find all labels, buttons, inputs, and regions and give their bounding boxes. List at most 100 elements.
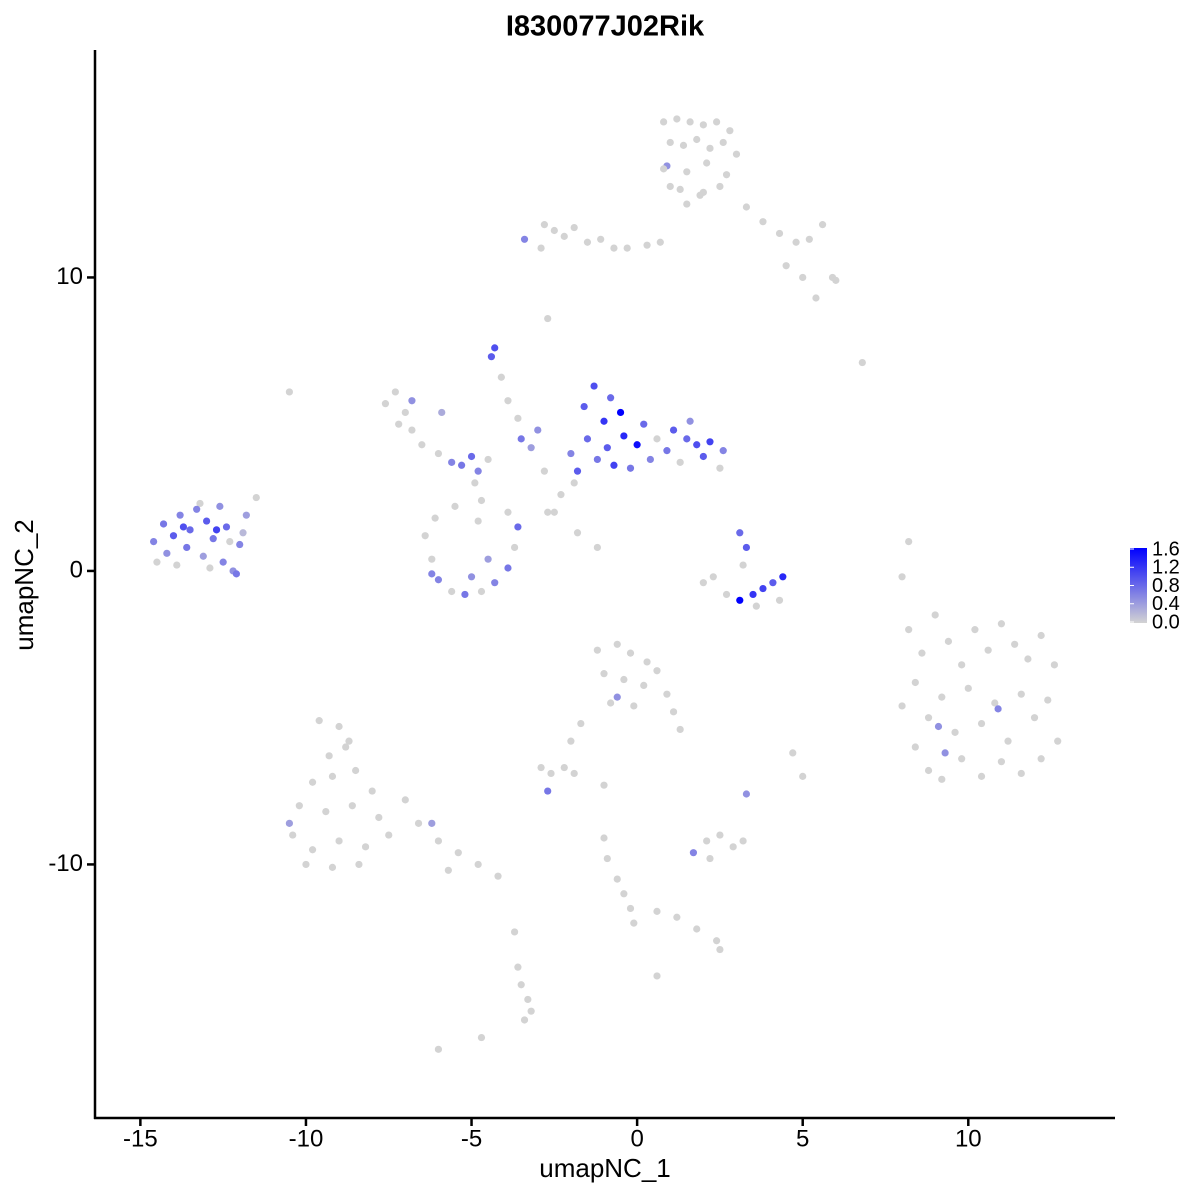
point [242, 511, 250, 519]
point [898, 573, 906, 581]
point [570, 223, 578, 232]
point [812, 294, 820, 302]
point [504, 397, 512, 405]
point [610, 244, 618, 252]
point [527, 444, 535, 452]
point [232, 570, 241, 578]
point [716, 831, 724, 839]
point [613, 640, 621, 648]
colorbar-tick-label: 1.2 [1152, 557, 1180, 579]
point [203, 517, 211, 525]
point [335, 837, 343, 845]
point [544, 787, 552, 795]
point [434, 576, 443, 584]
point [580, 402, 588, 411]
point [607, 394, 615, 402]
colorbar [1130, 548, 1147, 623]
point [997, 620, 1006, 628]
point [958, 755, 966, 763]
point [308, 846, 317, 854]
point [693, 925, 701, 933]
point [196, 499, 204, 508]
point [401, 796, 409, 804]
point [544, 508, 552, 516]
point [391, 388, 399, 396]
point [931, 611, 939, 619]
point [408, 397, 416, 405]
point [477, 1033, 486, 1042]
point [739, 837, 747, 845]
point [706, 144, 714, 152]
point [984, 646, 992, 654]
point [484, 555, 492, 563]
point [726, 127, 734, 135]
point [504, 564, 512, 572]
point [471, 479, 479, 487]
point [448, 587, 456, 596]
point [444, 866, 452, 874]
point [653, 435, 661, 443]
x-tick-label: 10 [955, 1125, 982, 1152]
point [438, 408, 446, 417]
point [958, 661, 966, 669]
point [514, 963, 522, 971]
point [477, 496, 486, 505]
point [368, 787, 376, 795]
point [593, 455, 601, 464]
point [239, 529, 247, 537]
point [706, 438, 714, 446]
point [898, 702, 906, 710]
point [703, 837, 711, 845]
point [193, 505, 201, 513]
point [713, 118, 721, 126]
point [1017, 769, 1025, 778]
point [345, 737, 353, 745]
point [222, 523, 231, 531]
point [335, 722, 343, 731]
point [216, 502, 224, 510]
point [713, 937, 721, 945]
point [597, 235, 605, 243]
point [620, 675, 628, 684]
point [951, 728, 959, 736]
point [630, 919, 638, 927]
point [487, 353, 496, 361]
point [421, 532, 429, 540]
point [557, 491, 565, 499]
point [520, 1016, 529, 1024]
point [938, 775, 946, 783]
point [567, 737, 575, 745]
point [550, 226, 558, 235]
point [663, 447, 671, 455]
x-tick-label: -10 [289, 1125, 324, 1152]
point [236, 540, 244, 549]
point [448, 458, 456, 466]
point [716, 464, 724, 472]
point [666, 182, 674, 191]
point [607, 699, 615, 707]
point [832, 276, 840, 284]
point [918, 649, 926, 657]
point [729, 843, 737, 851]
point [626, 904, 635, 913]
chart-title: I830077J02Rik [506, 11, 705, 43]
point [722, 590, 731, 599]
point [428, 555, 436, 563]
point [660, 118, 668, 126]
point [418, 441, 426, 449]
point [739, 561, 747, 569]
point [742, 790, 751, 798]
point [560, 763, 568, 772]
point [964, 684, 972, 692]
point [534, 426, 542, 434]
point [769, 579, 777, 587]
point [673, 913, 681, 921]
point [1044, 696, 1052, 704]
point [289, 831, 297, 839]
point [209, 535, 217, 543]
point [295, 802, 303, 810]
point [656, 238, 664, 246]
point [434, 837, 443, 845]
point [361, 843, 370, 851]
